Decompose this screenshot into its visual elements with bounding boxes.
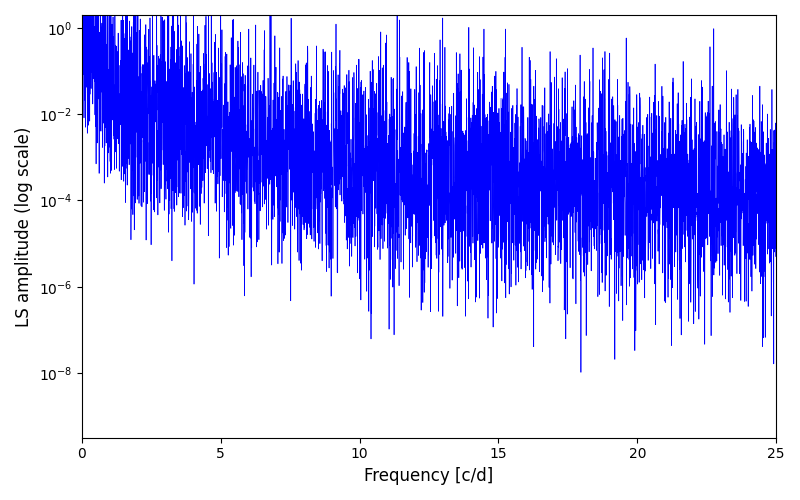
- X-axis label: Frequency [c/d]: Frequency [c/d]: [364, 467, 494, 485]
- Y-axis label: LS amplitude (log scale): LS amplitude (log scale): [15, 126, 33, 326]
